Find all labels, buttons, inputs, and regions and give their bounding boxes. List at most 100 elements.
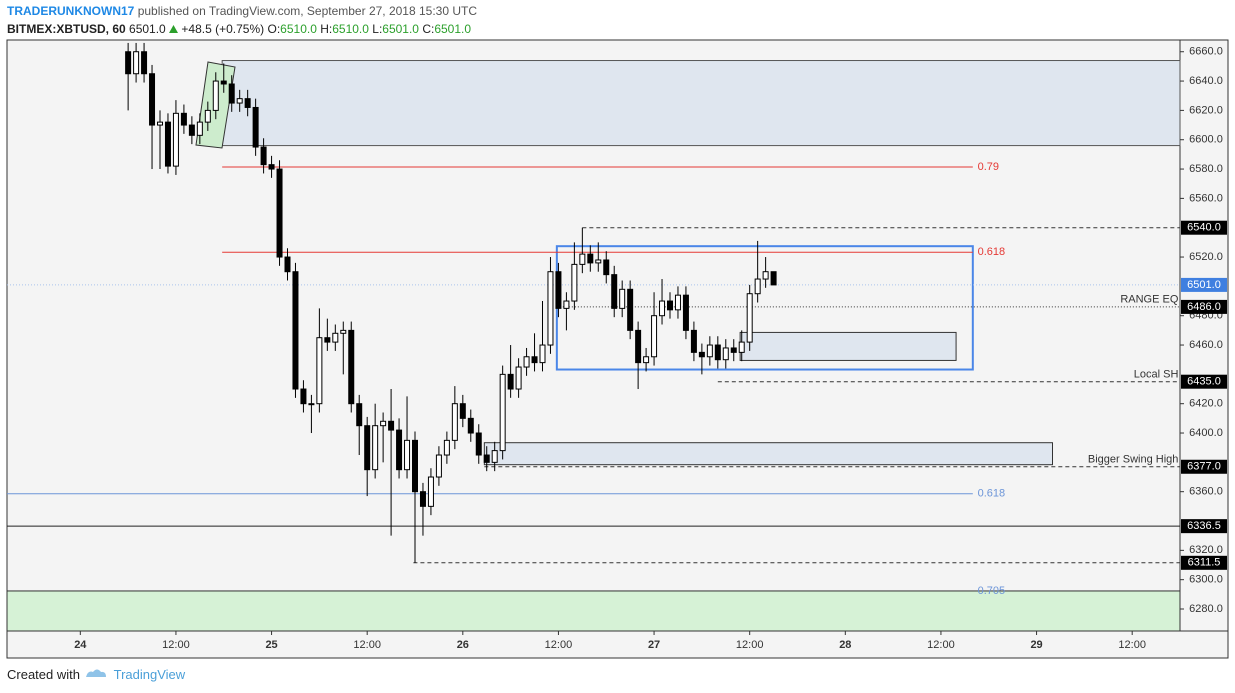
candle-body: [340, 329, 347, 334]
candle-body: [364, 425, 371, 471]
candle-body: [228, 83, 235, 104]
candle-body: [372, 425, 379, 471]
candle-body: [435, 454, 442, 478]
ohlc-value: 6501.0: [382, 22, 419, 36]
candle-body: [531, 356, 538, 364]
chart: 6660.0 6640.0 6620.0 6600.0 6580.0 6560.0 6520…: [6, 39, 1229, 659]
x-tick-label: 12:00: [736, 639, 764, 651]
candle-body: [619, 288, 626, 309]
candle-body: [682, 294, 689, 331]
y-tick-label: 6640.0: [1189, 75, 1223, 87]
price-label: 6501.0: [1187, 279, 1221, 291]
zone: [6, 590, 1181, 632]
candle-body: [125, 51, 132, 75]
ohlc-value: 6501.0: [434, 22, 472, 36]
price-label-box: [1181, 299, 1227, 314]
x-tick-label: 12:00: [353, 639, 381, 651]
candle-body: [571, 263, 578, 302]
ohlc-value: 6510.0: [280, 22, 317, 36]
candle-body: [427, 476, 434, 507]
candle-body: [547, 271, 554, 346]
candle-body: [667, 300, 673, 311]
candle-body: [356, 403, 363, 427]
zone: [221, 60, 1181, 147]
up-arrow: [169, 25, 179, 33]
footer: Created with TradingView: [7, 667, 185, 682]
candle-body: [268, 164, 275, 170]
x-tick-label: 12:00: [1118, 639, 1146, 651]
candle-body: [539, 344, 546, 364]
candle-body: [443, 439, 450, 456]
candle-body: [467, 417, 474, 434]
y-tick-label: 6280.0: [1189, 603, 1223, 615]
annotation: 0.618: [978, 246, 1006, 258]
candle-body: [308, 403, 315, 406]
annotation: 0.618: [978, 488, 1006, 500]
price-label-box: [1181, 519, 1227, 534]
candle-body: [252, 106, 259, 148]
candle-body: [300, 388, 307, 405]
y-tick-label: 6520.0: [1189, 251, 1223, 263]
candle-body: [770, 271, 777, 286]
header-line: TRADERUNKNOWN17 published on TradingView…: [7, 4, 477, 18]
candle-body: [220, 80, 227, 85]
price-axis: [1179, 39, 1229, 632]
x-tick-label: 29: [1030, 639, 1042, 651]
y-tick-label: 6580.0: [1189, 163, 1223, 175]
candle-body: [491, 450, 498, 463]
candle-body: [507, 373, 514, 390]
candle-body: [292, 271, 299, 390]
y-tick-label: 6300.0: [1189, 574, 1223, 586]
candle-body: [157, 121, 163, 126]
candle-body: [611, 274, 618, 309]
candle-body: [603, 259, 610, 276]
x-tick-label: 28: [839, 639, 851, 651]
y-tick-label: 6400.0: [1189, 427, 1223, 439]
y-tick-label: 6560.0: [1189, 192, 1223, 204]
candle-body: [204, 109, 211, 123]
ohlc-label: O:: [267, 22, 281, 36]
candle-body: [236, 98, 243, 104]
candle-body: [627, 288, 634, 331]
candle-body: [212, 80, 219, 111]
candle-body: [762, 271, 769, 280]
candle-body: [651, 315, 658, 358]
y-tick-label: 6360.0: [1189, 486, 1223, 498]
candle-body: [260, 146, 267, 166]
created-with: Created with: [7, 667, 80, 682]
brand: TradingView: [113, 667, 186, 682]
candle-body: [276, 168, 283, 258]
ohlc-value: 6510.0: [332, 22, 369, 36]
y-tick-label: 6660.0: [1189, 46, 1223, 58]
price-label-box: [1181, 277, 1227, 292]
annotation: 0.705: [978, 585, 1006, 597]
candle-body: [690, 329, 697, 353]
candle-body: [404, 439, 411, 471]
candle-body: [459, 403, 466, 419]
candle-body: [388, 420, 395, 431]
annotation: Local SH: [1134, 368, 1179, 380]
candle-body: [555, 271, 562, 309]
candle-body: [172, 112, 179, 167]
candle-body: [180, 112, 187, 126]
x-tick-label: 12:00: [162, 639, 190, 651]
candle-body: [635, 329, 642, 364]
ohlc-label: C:: [422, 22, 435, 36]
candle-body: [674, 294, 681, 311]
candle-body: [396, 429, 403, 471]
candle-body: [722, 347, 729, 361]
candle-body: [754, 278, 761, 295]
candle-body: [316, 337, 323, 405]
candle-body: [475, 432, 482, 456]
candle-body: [141, 51, 148, 75]
zone: [483, 442, 1053, 466]
x-tick-label: 26: [457, 639, 469, 651]
price-label: 6336.5: [1187, 520, 1221, 532]
candle-body: [332, 332, 339, 343]
candle-body: [196, 121, 203, 136]
candle-body: [412, 439, 418, 493]
price-label: 6540.0: [1187, 222, 1221, 234]
symbol-line: BITMEX:XBTUSD, 60 6501.0 +48.5 (+0.75%) …: [7, 22, 471, 36]
ohlc-label: L:: [372, 22, 383, 36]
